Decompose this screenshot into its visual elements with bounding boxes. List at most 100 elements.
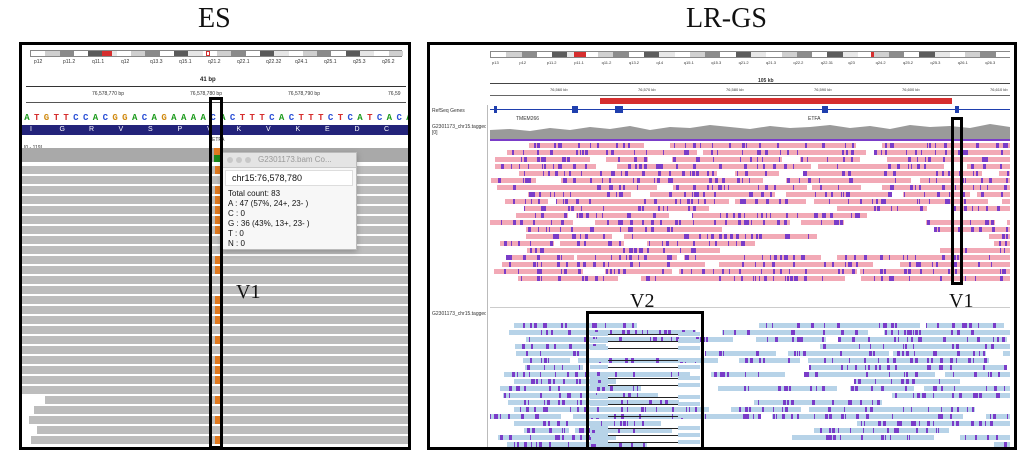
- long-read[interactable]: [837, 206, 927, 211]
- long-read[interactable]: [739, 358, 800, 363]
- long-read[interactable]: [994, 241, 1010, 246]
- long-read[interactable]: [606, 157, 648, 162]
- long-read[interactable]: [561, 178, 763, 183]
- long-read[interactable]: [595, 220, 790, 225]
- long-read[interactable]: [786, 178, 911, 183]
- long-read[interactable]: [967, 164, 1010, 169]
- long-read[interactable]: [804, 372, 935, 377]
- long-read[interactable]: [719, 262, 873, 267]
- coverage-variant-allele-g[interactable]: [214, 155, 220, 162]
- long-read[interactable]: [526, 227, 722, 232]
- read-alignment[interactable]: [22, 326, 408, 334]
- long-read[interactable]: [507, 150, 697, 155]
- long-read[interactable]: [809, 365, 1007, 370]
- long-read[interactable]: [812, 185, 861, 190]
- long-read[interactable]: [994, 442, 1010, 447]
- long-read[interactable]: [814, 199, 988, 204]
- read-alignment[interactable]: [22, 236, 408, 244]
- long-read[interactable]: [977, 192, 1010, 197]
- read-alignment[interactable]: [22, 246, 408, 254]
- long-read[interactable]: [526, 234, 612, 239]
- long-read[interactable]: [529, 143, 644, 148]
- long-read[interactable]: [809, 407, 975, 412]
- long-read[interactable]: [792, 435, 934, 440]
- long-read[interactable]: [673, 185, 807, 190]
- coverage-track[interactable]: [490, 121, 1010, 139]
- long-read[interactable]: [672, 157, 782, 162]
- long-read[interactable]: [893, 351, 986, 356]
- long-read[interactable]: [506, 255, 574, 260]
- long-read[interactable]: [524, 428, 569, 433]
- long-read[interactable]: [924, 386, 1010, 391]
- chromosome-ideogram[interactable]: [490, 51, 1011, 58]
- long-read[interactable]: [576, 213, 669, 218]
- long-read[interactable]: [756, 337, 826, 342]
- minimize-icon[interactable]: [236, 157, 242, 163]
- long-read[interactable]: [1003, 351, 1010, 356]
- long-read[interactable]: [882, 185, 1010, 190]
- long-read[interactable]: [528, 192, 631, 197]
- coverage-info-popup[interactable]: G2301173.bam Co... chr15:76,578,780 Tota…: [221, 152, 357, 250]
- long-read[interactable]: [515, 344, 606, 349]
- long-read[interactable]: [989, 234, 1010, 239]
- long-read[interactable]: [500, 386, 641, 391]
- long-read[interactable]: [647, 241, 755, 246]
- long-read[interactable]: [650, 192, 775, 197]
- long-read[interactable]: [735, 171, 779, 176]
- long-read[interactable]: [801, 220, 844, 225]
- long-read[interactable]: [838, 337, 1007, 342]
- long-read[interactable]: [887, 157, 1010, 162]
- long-read[interactable]: [803, 171, 982, 176]
- long-read[interactable]: [986, 414, 1010, 419]
- read-alignment[interactable]: [22, 276, 408, 284]
- long-read[interactable]: [514, 379, 616, 384]
- close-icon[interactable]: [227, 157, 233, 163]
- long-read[interactable]: [940, 248, 1010, 253]
- long-read[interactable]: [705, 351, 776, 356]
- read-alignment[interactable]: [37, 426, 408, 434]
- long-read[interactable]: [514, 323, 637, 328]
- long-read[interactable]: [874, 150, 1010, 155]
- chromosome-ideogram[interactable]: [30, 50, 403, 57]
- long-read[interactable]: [514, 407, 709, 412]
- long-read[interactable]: [953, 206, 1010, 211]
- read-alignment[interactable]: [22, 286, 408, 294]
- read-alignment[interactable]: [22, 386, 408, 394]
- long-read[interactable]: [960, 435, 1010, 440]
- popup-title-bar[interactable]: G2301173.bam Co...: [222, 153, 356, 168]
- long-read[interactable]: [505, 199, 548, 204]
- long-read[interactable]: [722, 330, 868, 335]
- long-read[interactable]: [641, 276, 845, 281]
- long-read[interactable]: [500, 241, 554, 246]
- long-read[interactable]: [999, 171, 1010, 176]
- long-read[interactable]: [718, 386, 837, 391]
- long-read[interactable]: [786, 192, 892, 197]
- long-read[interactable]: [754, 400, 882, 405]
- long-read[interactable]: [814, 428, 949, 433]
- long-read[interactable]: [808, 358, 989, 363]
- long-read[interactable]: [692, 213, 867, 218]
- long-read[interactable]: [524, 206, 709, 211]
- long-read[interactable]: [519, 171, 717, 176]
- read-alignment[interactable]: [22, 346, 408, 354]
- long-read[interactable]: [490, 220, 573, 225]
- long-read[interactable]: [497, 185, 657, 190]
- long-read[interactable]: [861, 276, 1010, 281]
- long-read[interactable]: [818, 164, 944, 169]
- long-read[interactable]: [518, 276, 618, 281]
- long-read[interactable]: [903, 192, 970, 197]
- long-read[interactable]: [788, 351, 889, 356]
- long-read[interactable]: [560, 241, 624, 246]
- long-read[interactable]: [679, 269, 857, 274]
- long-read[interactable]: [684, 255, 821, 260]
- long-read[interactable]: [575, 428, 672, 433]
- long-read[interactable]: [1007, 220, 1010, 225]
- long-read[interactable]: [490, 414, 561, 419]
- long-read[interactable]: [526, 337, 733, 342]
- long-read[interactable]: [892, 393, 1010, 398]
- long-read[interactable]: [945, 372, 1010, 377]
- region-of-interest-bar[interactable]: [600, 98, 952, 104]
- long-read[interactable]: [556, 199, 729, 204]
- long-read[interactable]: [800, 157, 860, 162]
- long-read[interactable]: [711, 372, 785, 377]
